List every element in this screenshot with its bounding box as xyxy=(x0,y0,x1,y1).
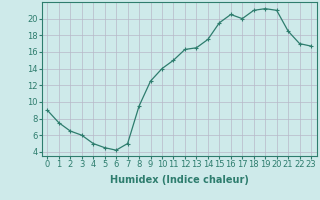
X-axis label: Humidex (Indice chaleur): Humidex (Indice chaleur) xyxy=(110,175,249,185)
